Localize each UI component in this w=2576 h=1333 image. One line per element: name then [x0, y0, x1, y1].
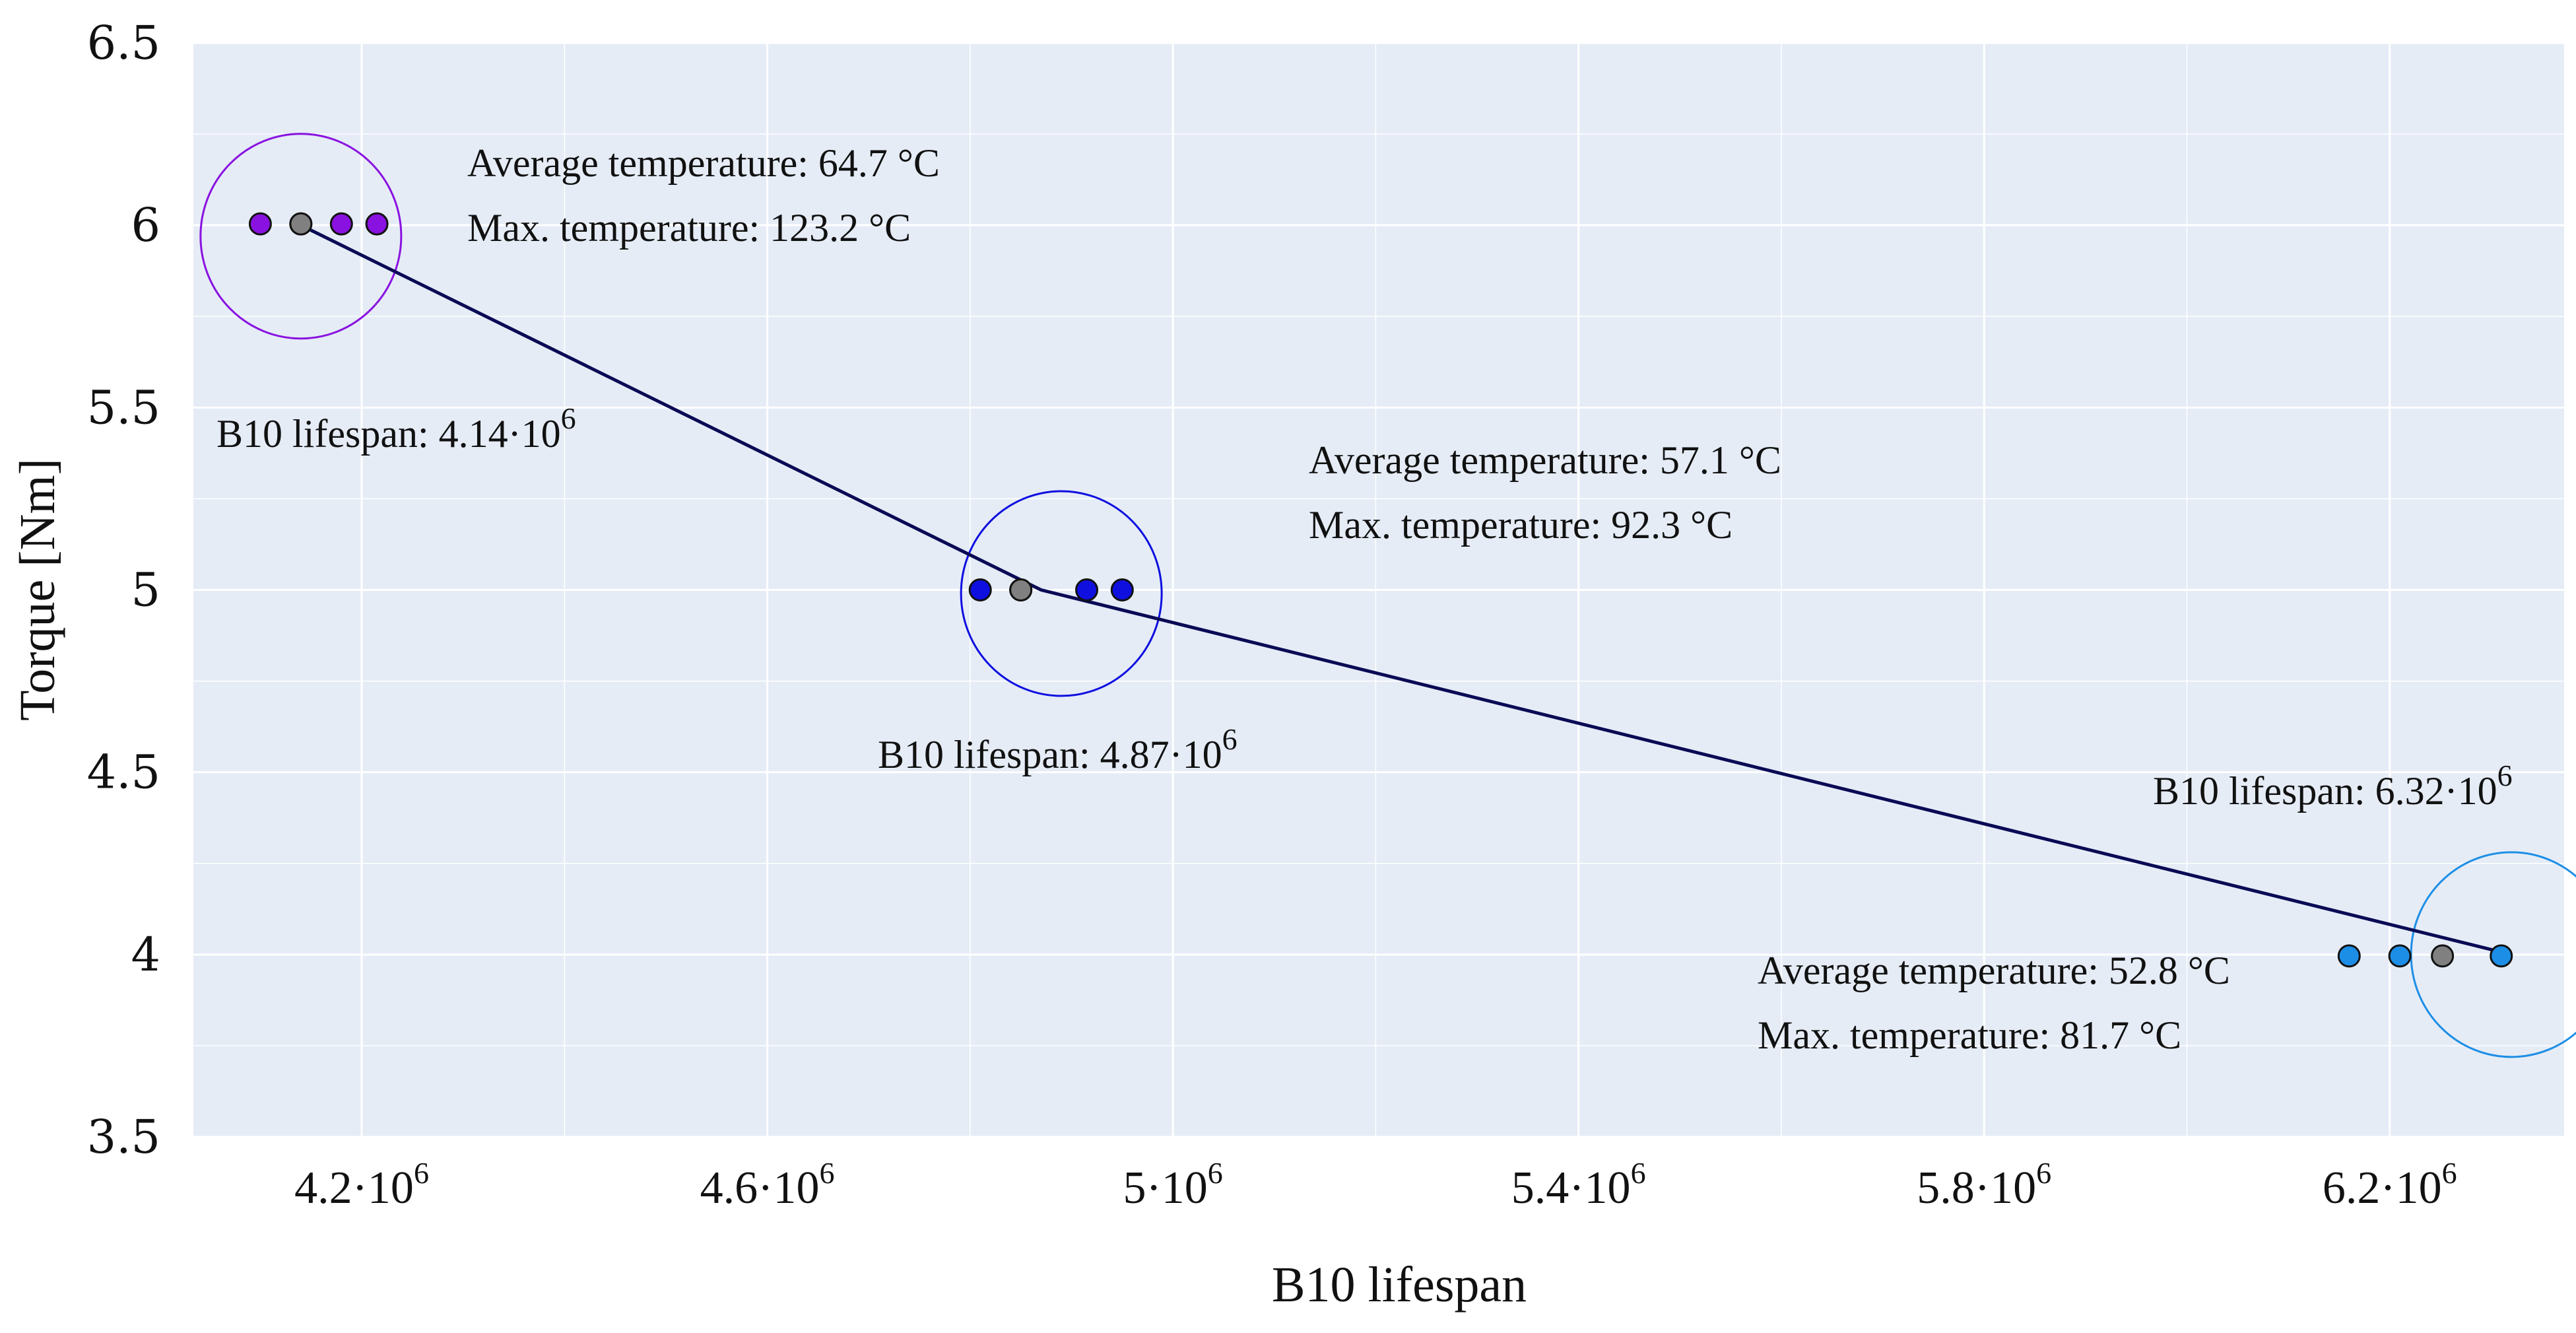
data-point	[248, 212, 272, 236]
x-tick-mantissa: 6.2·10	[2323, 1163, 2442, 1213]
average-temperature-label: Average temperature: 64.7 °C	[467, 141, 940, 185]
data-point	[365, 212, 389, 236]
data-point	[2337, 944, 2361, 968]
trend-line	[300, 223, 2512, 957]
x-tick-exponent: 6	[2036, 1156, 2051, 1190]
data-point	[2388, 944, 2412, 968]
x-tick-label: 6.2·106	[2323, 1156, 2457, 1213]
data-point	[968, 578, 992, 601]
data-point	[329, 212, 353, 236]
y-tick-label: 6	[131, 198, 160, 252]
b10-label-exponent: 6	[561, 401, 576, 435]
x-axis-ticks: 4.2·106 4.6·106 5·106 5.4·106 5.8·106 6.2·106	[294, 1156, 2457, 1213]
x-axis-title: B10 lifespan	[1272, 1257, 1527, 1313]
max-temperature-label: Max. temperature: 92.3 °C	[1309, 503, 1733, 547]
data-point	[2490, 944, 2513, 968]
y-axis-title: Torque [Nm]	[10, 458, 65, 721]
x-tick-exponent: 6	[2442, 1156, 2457, 1190]
x-tick-label: 5·106	[1123, 1156, 1222, 1213]
b10-label-text: B10 lifespan: 4.14·10	[216, 412, 561, 456]
x-tick-mantissa: 4.2·10	[294, 1163, 414, 1213]
b10-center-point	[289, 212, 313, 236]
b10-lifespan-label: B10 lifespan: 6.32·106	[2153, 759, 2513, 813]
y-tick-label: 5.5	[87, 380, 160, 434]
data-point	[1110, 578, 1134, 601]
b10-label-exponent: 6	[2497, 759, 2513, 792]
x-tick-exponent: 6	[1631, 1156, 1646, 1190]
b10-center-point	[2431, 944, 2455, 968]
x-tick-exponent: 6	[414, 1156, 429, 1190]
x-tick-label: 4.2·106	[294, 1156, 429, 1213]
series-layer	[199, 133, 2576, 1058]
y-tick-label: 3.5	[87, 1110, 160, 1164]
group-circle	[960, 490, 1163, 697]
b10-label-text: B10 lifespan: 6.32·10	[2153, 769, 2497, 813]
group-circle	[199, 133, 403, 340]
y-tick-label: 6.5	[87, 16, 160, 70]
x-tick-mantissa: 5.8·10	[1917, 1163, 2036, 1213]
x-tick-label: 5.8·106	[1917, 1156, 2051, 1213]
grid-lines	[193, 42, 2564, 1138]
max-temperature-label: Max. temperature: 81.7 °C	[1758, 1013, 2181, 1057]
y-tick-label: 4.5	[87, 745, 160, 800]
b10-center-point	[1009, 578, 1033, 601]
b10-lifespan-label: B10 lifespan: 4.14·106	[216, 401, 576, 456]
x-tick-exponent: 6	[819, 1156, 834, 1190]
x-tick-mantissa: 4.6·10	[700, 1163, 820, 1213]
b10-label-text: B10 lifespan: 4.87·10	[878, 733, 1222, 776]
x-tick-mantissa: 5.4·10	[1511, 1163, 1631, 1213]
x-tick-mantissa: 5·10	[1123, 1163, 1207, 1213]
y-axis-ticks: 3.5 4 4.5 5 5.5 6 6.5	[87, 16, 160, 1164]
y-tick-label: 5	[131, 563, 160, 617]
average-temperature-label: Average temperature: 52.8 °C	[1758, 949, 2230, 992]
x-tick-exponent: 6	[1208, 1156, 1223, 1190]
max-temperature-label: Max. temperature: 123.2 °C	[467, 206, 911, 250]
y-tick-label: 4	[131, 928, 160, 982]
data-point	[1075, 578, 1099, 601]
b10-label-exponent: 6	[1222, 722, 1238, 756]
x-tick-label: 5.4·106	[1511, 1156, 1646, 1213]
average-temperature-label: Average temperature: 57.1 °C	[1309, 438, 1781, 482]
x-tick-label: 4.6·106	[700, 1156, 835, 1213]
b10-lifespan-label: B10 lifespan: 4.87·106	[878, 722, 1238, 776]
